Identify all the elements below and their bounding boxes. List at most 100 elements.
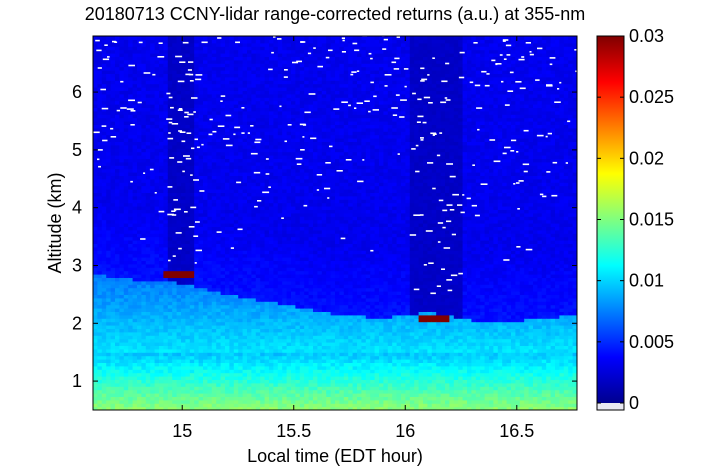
heatmap-cell [251,104,257,108]
heatmap-cell [220,100,226,105]
heatmap-cell [216,107,222,112]
heatmap-cell [137,321,142,326]
heatmap-cell [277,189,283,193]
heatmap-cell [145,148,151,153]
heatmap-cell [141,134,147,139]
heatmap-cell [251,287,257,292]
heatmap-cell [110,97,116,102]
heatmap-cell [225,93,230,98]
heatmap-cell [225,42,230,47]
heatmap-cell [172,178,178,183]
heatmap-cell [145,277,151,282]
heatmap-cell [101,328,107,333]
heatmap-cell [255,331,261,336]
heatmap-cell [264,104,270,108]
heatmap-cell [123,335,129,340]
heatmap-cell [273,117,279,122]
heatmap-cell [273,229,279,234]
heatmap-cell [216,325,222,329]
heatmap-cell [194,359,200,363]
heatmap-cell [251,138,257,142]
heatmap-cell [141,325,147,329]
heatmap-cell [198,107,204,112]
heatmap-cell [106,168,112,173]
heatmap-cell [154,253,160,258]
heatmap-cell [115,192,120,197]
heatmap-cell [233,70,239,74]
heatmap-cell [255,151,261,156]
heatmap-cell [189,246,195,251]
heatmap-cell [264,304,270,309]
heatmap-cell [163,308,169,312]
heatmap-cell [211,209,217,214]
heatmap-cell [269,100,274,105]
heatmap-cell [242,219,248,224]
heatmap-cell [238,93,244,98]
heatmap-cell [176,314,182,319]
heatmap-cell [273,80,279,85]
heatmap-cell [123,131,129,136]
heatmap-cell [137,348,142,353]
heatmap-cell [233,209,239,214]
heatmap-cell [286,104,292,108]
heatmap-cell [119,359,125,363]
heatmap-cell [159,131,164,136]
heatmap-cell [159,369,164,374]
heatmap-cell [141,161,147,166]
heatmap-cell [247,260,252,265]
heatmap-cell [198,386,204,391]
heatmap-cell [106,66,112,71]
heatmap-cell [172,206,178,210]
heatmap-cell [260,76,266,81]
heatmap-cell [242,389,248,394]
heatmap-cell [176,257,182,261]
heatmap-cell [159,124,164,129]
heatmap-cell [93,87,98,91]
heatmap-cell [269,325,274,329]
heatmap-cell [145,185,151,190]
heatmap-cell [150,59,156,64]
heatmap-cell [220,131,226,136]
heatmap-cell [286,403,292,408]
heatmap-cell [123,267,129,272]
heatmap-cell [189,42,195,47]
heatmap-cell [101,151,107,156]
heatmap-cell [247,406,252,410]
heatmap-cell [181,36,186,40]
heatmap-cell [207,138,213,142]
heatmap-cell [229,131,235,136]
heatmap-cell [269,93,274,98]
heatmap-cell [291,376,296,380]
heatmap-cell [277,53,283,57]
heatmap-cell [154,399,160,404]
heatmap-cell [159,338,164,343]
heatmap-cell [110,284,116,289]
heatmap-cell [132,192,138,197]
heatmap-cell [110,104,116,108]
heatmap-cell [238,372,244,377]
heatmap-cell [255,46,261,51]
heatmap-cell [167,386,173,391]
heatmap-cell [176,73,182,78]
heatmap-cell [172,172,178,176]
heatmap-cell [93,42,98,47]
heatmap-cell [220,229,226,234]
heatmap-cell [172,49,178,54]
heatmap-cell [291,311,296,316]
heatmap-cell [93,36,98,40]
heatmap-cell [97,348,103,353]
heatmap-cell [145,325,151,329]
heatmap-cell [251,348,257,353]
heatmap-cell [242,121,248,125]
heatmap-cell [198,70,204,74]
heatmap-cell [273,202,279,207]
heatmap-cell [277,287,283,292]
heatmap-cell [282,192,288,197]
heatmap-cell [154,280,160,285]
heatmap-cell [260,192,266,197]
heatmap-cell [211,168,217,173]
heatmap-cell [141,399,147,404]
heatmap-cell [123,399,129,404]
heatmap-cell [225,270,230,275]
heatmap-cell [106,311,112,316]
